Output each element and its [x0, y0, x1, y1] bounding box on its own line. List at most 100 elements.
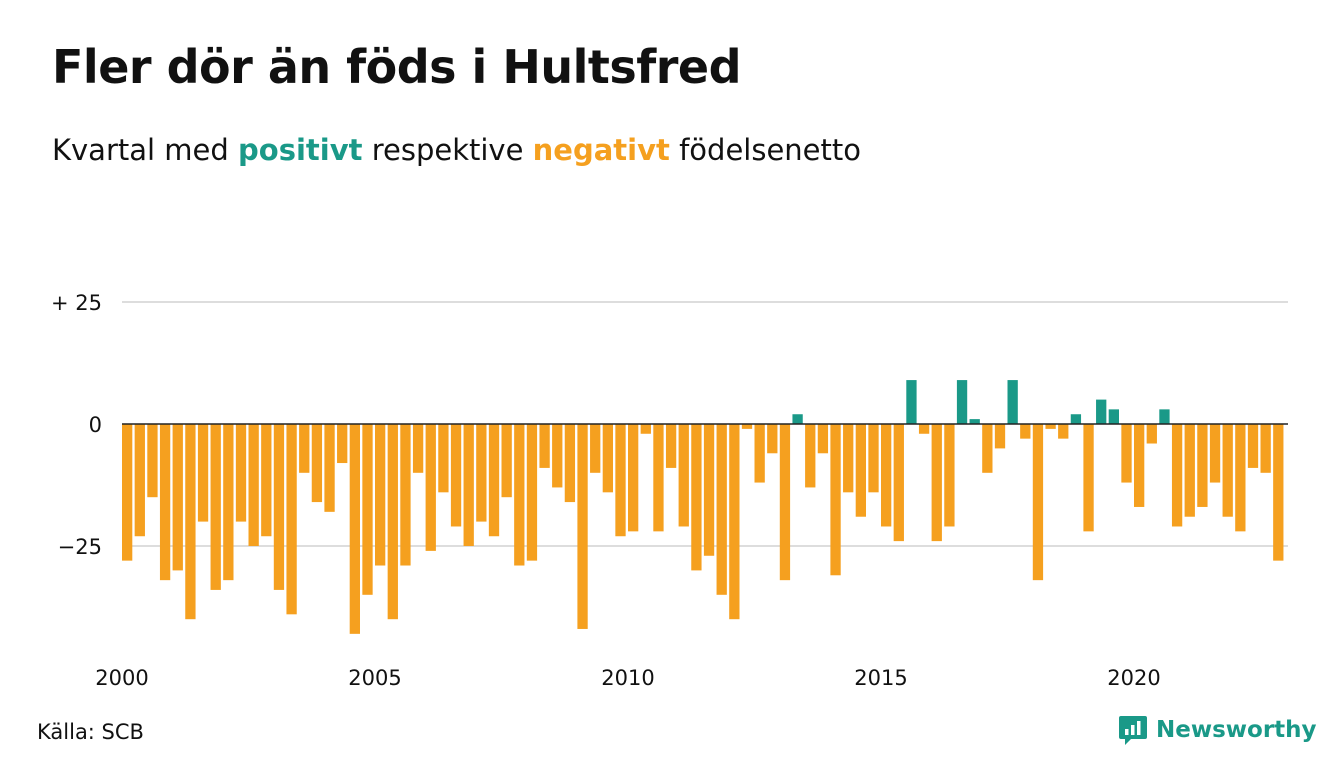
- bar: [235, 424, 247, 522]
- bar: [362, 424, 373, 595]
- bar: [450, 424, 462, 527]
- bar: [590, 424, 601, 473]
- bar: [1083, 424, 1094, 532]
- bar: [741, 424, 753, 429]
- bar: [918, 424, 930, 434]
- bar: [1058, 424, 1069, 439]
- subtitle-text-middle: respektive: [371, 133, 524, 167]
- bar: [1171, 424, 1183, 527]
- bar: [488, 424, 500, 537]
- bar: [1032, 424, 1044, 581]
- bar: [678, 424, 689, 527]
- bar: [1197, 424, 1208, 507]
- bar: [805, 424, 816, 488]
- newsworthy-brand: Newsworthy: [1118, 714, 1317, 746]
- bar: [463, 424, 474, 546]
- x-tick-label: 2005: [348, 666, 401, 690]
- x-tick-label: 2010: [601, 666, 654, 690]
- bar: [552, 424, 563, 488]
- bar: [716, 424, 727, 595]
- chart-subtitle: Kvartal med positivt respektive negativt…: [52, 133, 861, 167]
- bar: [982, 424, 993, 473]
- x-tick-label: 2020: [1107, 666, 1160, 690]
- bar: [248, 424, 259, 546]
- x-tick-label: 2015: [854, 666, 907, 690]
- bar: [1007, 380, 1018, 424]
- bar: [1235, 424, 1246, 532]
- bar: [273, 424, 285, 590]
- bar: [1247, 424, 1259, 468]
- bars: [122, 380, 1284, 634]
- subtitle-text-before: Kvartal med: [52, 133, 229, 167]
- bar: [1134, 424, 1145, 507]
- bar: [172, 424, 183, 571]
- bar: [134, 424, 145, 537]
- bar: [893, 424, 904, 542]
- bar: [400, 424, 411, 566]
- bar: [602, 424, 613, 493]
- bar: [159, 424, 171, 581]
- source-note: Källa: SCB: [37, 720, 144, 744]
- bar: [223, 424, 234, 581]
- brand-name: Newsworthy: [1156, 717, 1317, 743]
- bar: [653, 424, 664, 532]
- bar: [577, 424, 588, 629]
- bar: [931, 424, 942, 542]
- bar: [944, 424, 955, 527]
- axes: + 25 0 −25 2000 2005 2010 2015 2020: [51, 291, 1288, 690]
- bar: [210, 424, 221, 590]
- bar: [539, 424, 550, 468]
- bar: [324, 424, 335, 512]
- bar: [1184, 424, 1195, 517]
- subtitle-negative-word: negativt: [532, 133, 670, 167]
- bar: [1222, 424, 1233, 517]
- newsworthy-logo-icon: [1119, 716, 1147, 745]
- bar: [906, 380, 917, 424]
- bar: [337, 424, 348, 464]
- bar: [412, 424, 424, 473]
- bar: [1070, 414, 1082, 424]
- bar: [1260, 424, 1271, 473]
- y-tick-label: −25: [58, 535, 102, 559]
- bar: [830, 424, 841, 576]
- bar: [501, 424, 512, 498]
- bar: [1209, 424, 1221, 483]
- bar: [476, 424, 487, 522]
- bar: [375, 424, 386, 566]
- bar: [691, 424, 702, 571]
- bar: [1020, 424, 1031, 439]
- bar: [387, 424, 398, 620]
- bar: [185, 424, 196, 620]
- bar: [425, 424, 436, 551]
- chart-title: Fler dör än föds i Hultsfred: [52, 40, 742, 94]
- bar: [767, 424, 778, 454]
- bar: [147, 424, 158, 498]
- bar: [197, 424, 209, 522]
- bar: [1108, 409, 1119, 424]
- bar: [1273, 424, 1284, 561]
- births-deaths-bar-chart: + 25 0 −25 2000 2005 2010 2015 2020: [51, 291, 1288, 690]
- bar: [817, 424, 829, 454]
- bar: [526, 424, 538, 561]
- bar: [122, 424, 133, 561]
- y-tick-label: + 25: [51, 291, 102, 315]
- bar: [1045, 424, 1056, 429]
- bar: [754, 424, 765, 483]
- bar: [855, 424, 866, 517]
- subtitle-text-after: födelsenetto: [679, 133, 861, 167]
- bar: [779, 424, 791, 581]
- bar: [640, 424, 651, 434]
- bar: [628, 424, 639, 532]
- bar: [868, 424, 879, 493]
- bar: [1146, 424, 1157, 444]
- bar: [665, 424, 677, 468]
- bar: [349, 424, 360, 634]
- bar: [438, 424, 449, 493]
- bar: [615, 424, 626, 537]
- bar: [514, 424, 525, 566]
- bar: [1121, 424, 1132, 483]
- bar: [1096, 399, 1107, 424]
- bar: [792, 414, 803, 424]
- bar: [969, 419, 980, 424]
- bar: [261, 424, 272, 537]
